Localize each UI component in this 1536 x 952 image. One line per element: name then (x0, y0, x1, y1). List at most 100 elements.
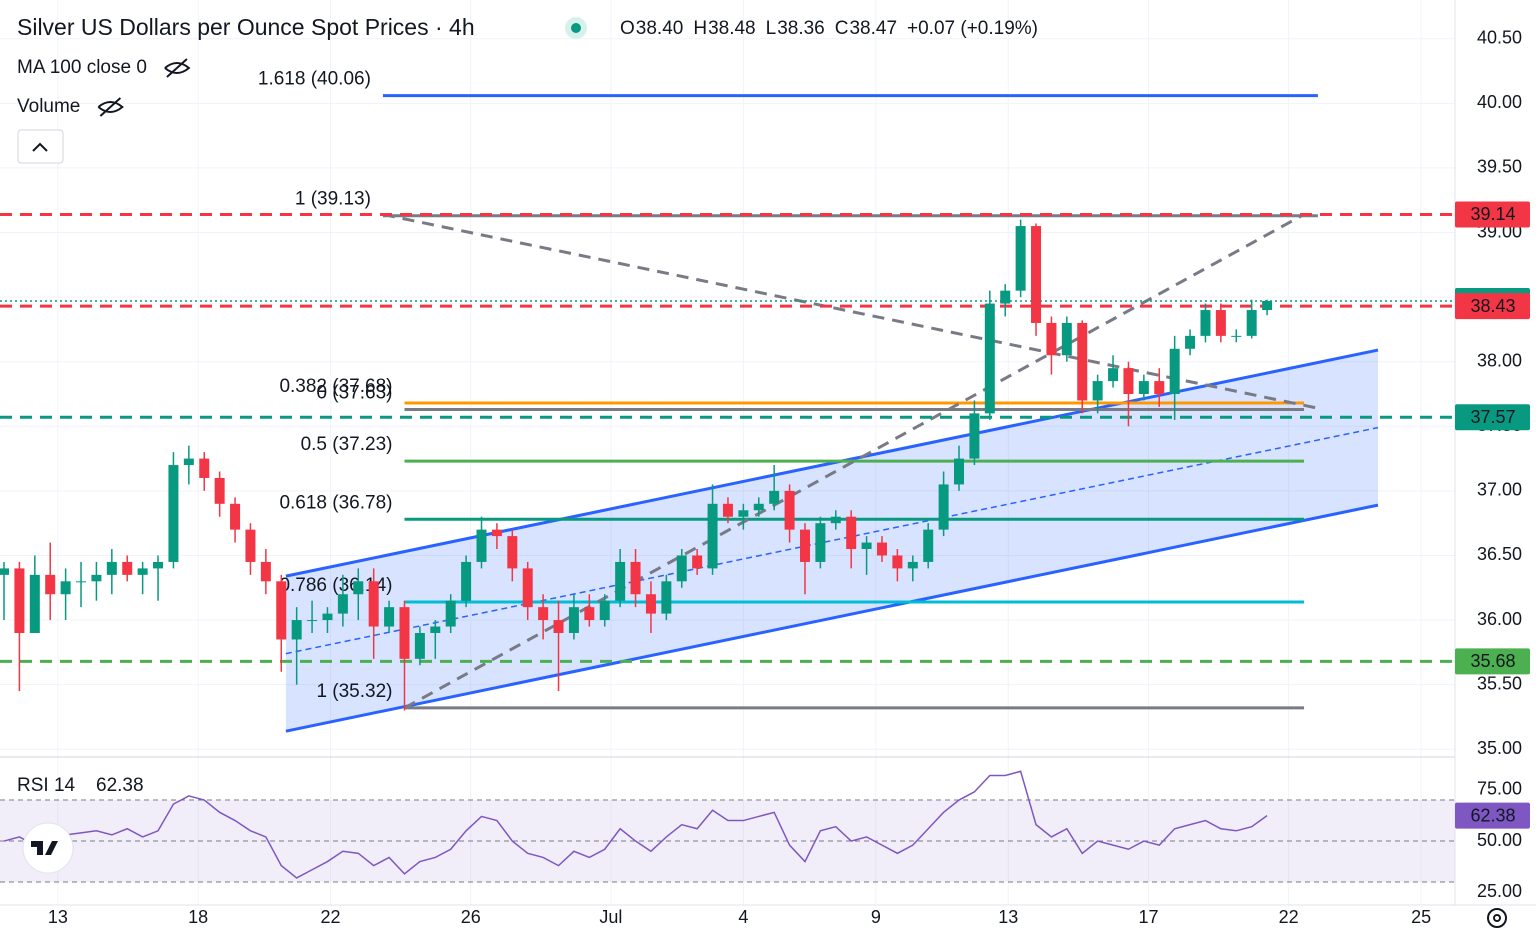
hidden-eye-icon (97, 97, 124, 117)
price-badge-label: 39.14 (1470, 204, 1515, 224)
x-tick-label: 22 (321, 907, 341, 927)
x-tick-label: 4 (738, 907, 748, 927)
indicator-label: MA 100 close 0 (17, 57, 147, 78)
candle-body (907, 561, 918, 569)
candle-body (954, 458, 965, 485)
candle-body (76, 581, 87, 583)
candle-body (245, 529, 256, 562)
candle-body (707, 503, 718, 569)
candle-body (1015, 226, 1026, 291)
candle-body (692, 555, 703, 569)
candle-body (984, 303, 995, 414)
x-tick-label: 22 (1279, 907, 1299, 927)
price-badge (1455, 648, 1530, 675)
candle-body (29, 574, 40, 633)
candle-body (568, 607, 579, 633)
candle-body (1077, 322, 1088, 401)
candle-body (260, 561, 271, 582)
candle-body (399, 607, 410, 659)
candle-body (414, 632, 425, 659)
rsi-tick-label: 50.00 (1477, 830, 1522, 850)
candle-body (153, 561, 164, 569)
candle-body (1185, 335, 1196, 349)
channel-upper (285, 348, 1379, 578)
y-tick-label: 36.50 (1477, 544, 1522, 564)
candle-body (661, 581, 672, 614)
ohlc-value: 38.40 (636, 18, 684, 39)
x-tick-label: 18 (188, 907, 208, 927)
candle-body (861, 542, 872, 550)
candle-body (538, 607, 549, 621)
candle-body (137, 568, 148, 575)
x-tick-label: 25 (1411, 907, 1431, 927)
candle-body (60, 581, 71, 595)
indicator-label: Volume (17, 96, 80, 117)
candle-body (830, 516, 841, 524)
y-tick-label: 37.00 (1477, 480, 1522, 500)
rsi-band (0, 800, 1455, 883)
candle-body (106, 561, 117, 575)
fib-label: 1.618 (40.06) (258, 69, 371, 90)
collapse-icon (32, 142, 48, 152)
tv-logo (22, 822, 74, 874)
candle-body (337, 594, 348, 614)
fib-label: 0.382 (37.68) (279, 376, 392, 397)
y-tick-label: 39.50 (1477, 157, 1522, 177)
candle-body (1200, 310, 1211, 336)
candle-body (522, 568, 533, 608)
x-tick-label: 13 (48, 907, 68, 927)
y-tick-label: 35.00 (1477, 738, 1522, 758)
candle-body (1231, 335, 1242, 337)
candle-body (476, 529, 487, 562)
candle-body (291, 620, 302, 640)
candle-body (815, 523, 826, 562)
candle-body (1092, 381, 1103, 401)
candle-body (307, 620, 318, 622)
price-badge (1455, 293, 1530, 320)
y-tick-label: 38.00 (1477, 350, 1522, 370)
candle-body (876, 542, 887, 556)
candle-body (353, 581, 364, 595)
candle-body (769, 490, 780, 504)
y-tick-label: 40.50 (1477, 28, 1522, 48)
candle-body (276, 581, 287, 640)
candle-body (430, 626, 441, 633)
fib-label: 0.786 (36.14) (279, 575, 392, 596)
candle-body (91, 574, 102, 582)
rsi-line (3, 770, 1268, 879)
candle-body (923, 529, 934, 562)
rsi-tick-label: 25.00 (1477, 881, 1522, 901)
y-tick-label: 35.50 (1477, 673, 1522, 693)
price-badge (1455, 201, 1530, 228)
fib-label: 0.618 (36.78) (279, 492, 392, 513)
ohlc-value: 38.47 (849, 18, 897, 39)
candle-body (738, 510, 749, 517)
settings-icon[interactable] (1487, 908, 1507, 928)
candle-body (969, 413, 980, 459)
candle-body (1169, 348, 1180, 395)
candle-body (1138, 381, 1149, 395)
candle-body (1123, 368, 1134, 395)
candle-body (676, 555, 687, 582)
channel-middle (285, 426, 1379, 655)
candle-body (199, 458, 210, 478)
candle-body (1061, 322, 1072, 356)
candle-body (1246, 310, 1257, 336)
price-badge-label: 38.43 (1470, 296, 1515, 316)
fib-label: 0 (37.63) (316, 383, 392, 404)
candle-body (491, 529, 502, 537)
ohlc-name: L (766, 18, 777, 39)
change: +0.07 (+0.19%) (907, 18, 1038, 39)
x-tick-label: 13 (998, 907, 1018, 927)
candle-body (45, 574, 56, 595)
chart-title: Silver US Dollars per Ounce Spot Prices … (17, 14, 475, 40)
candle-body (799, 529, 810, 562)
price-badge (1455, 404, 1530, 431)
rsi-badge-label: 62.38 (1470, 805, 1515, 825)
candle-body (784, 490, 795, 530)
candle-body (1262, 300, 1273, 311)
ohlc-value: 38.36 (777, 18, 825, 39)
collapse-button[interactable] (17, 129, 64, 164)
candle-body (445, 600, 456, 627)
